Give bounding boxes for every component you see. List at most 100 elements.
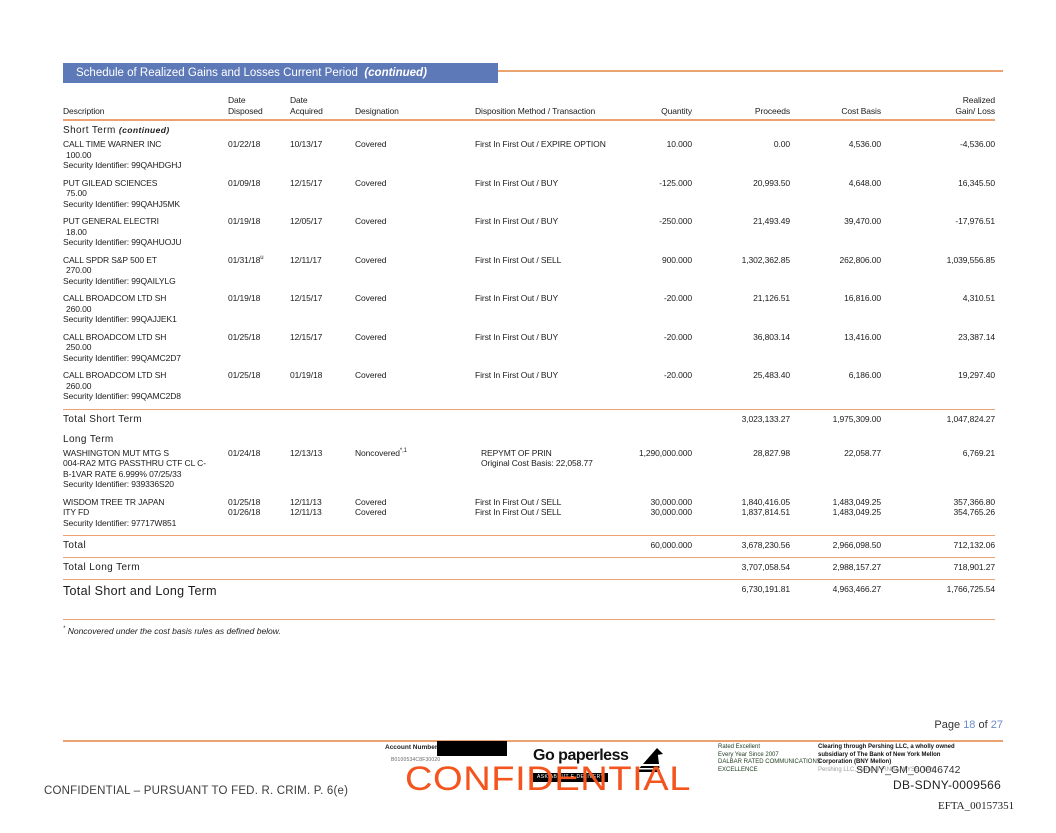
security-description: CALL BROADCOM LTD SH 260.00 Security Ide…	[63, 293, 228, 325]
security-description: WISDOM TREE TR JAPAN	[63, 496, 165, 507]
gain-loss: 1,039,556.85	[946, 254, 996, 265]
table-row: WISDOM TREE TR JAPAN 01/25/18 12/11/13 C…	[63, 497, 995, 529]
table-row: CALL BROADCOM LTD SH 250.00 Security Ide…	[63, 332, 995, 364]
long-term-section-label: Long Term	[63, 433, 114, 445]
disposition-method: First In First Out / BUY	[475, 331, 559, 342]
security-description: CALL BROADCOM LTD SH 260.00 Security Ide…	[63, 370, 228, 402]
cost-basis: 22,058.77	[844, 447, 881, 458]
bates-number-db-sdny: DB-SDNY-0009566	[893, 778, 1002, 792]
security-description: CALL TIME WARNER INC 100.00 Security Ide…	[63, 139, 228, 171]
gain-loss: 1,766,725.54	[946, 584, 996, 594]
cost-basis: 2,966,098.50	[832, 540, 882, 550]
dalbar-pyramid-icon	[633, 744, 665, 781]
gain-loss: 718,901.27	[953, 562, 995, 572]
date-disposed: 01/26/18	[228, 507, 261, 517]
cost-basis: 16,816.00	[844, 293, 881, 303]
footnote: * Noncovered under the cost basis rules …	[63, 619, 995, 636]
col-description: Description	[63, 105, 105, 116]
cost-basis: 6,186.00	[848, 370, 881, 380]
table-row: WASHINGTON MUT MTG S 004-RA2 MTG PASSTHR…	[63, 448, 995, 490]
disposition-method: First In First Out / BUY	[475, 370, 559, 380]
section-banner: Schedule of Realized Gains and Losses Cu…	[63, 63, 498, 83]
total-label: Total	[63, 540, 87, 551]
proceeds: 1,840,416.05	[741, 496, 791, 507]
banner-continued: (continued)	[364, 67, 427, 79]
go-paperless-logo: Go paperless ASK ABOUT E-DELIVERY	[533, 747, 629, 782]
quantity: -20.000	[663, 331, 692, 342]
quantity: -20.000	[663, 293, 692, 303]
security-description: PUT GILEAD SCIENCES 75.00 Security Ident…	[63, 178, 228, 210]
gain-loss: -4,536.00	[959, 139, 995, 149]
designation: Covered	[355, 254, 387, 265]
quantity: 900.000	[661, 254, 692, 265]
bates-number-sdny: SDNY_GM_00046742	[856, 764, 961, 776]
disposition-method: First In First Out / SELL	[475, 496, 562, 507]
gain-loss: 16,345.50	[958, 177, 995, 188]
proceeds: 20,993.50	[753, 177, 790, 188]
cost-basis: 262,806.00	[839, 254, 881, 265]
disposition-method: First In First Out / SELL	[475, 254, 562, 265]
quantity: -125.000	[659, 177, 692, 188]
security-identifier: Security Identifier: 99QAILYLG	[63, 275, 176, 286]
col-quantity: Quantity	[661, 105, 692, 116]
proceeds: 3,023,133.27	[741, 413, 791, 424]
gain-loss: 23,387.14	[958, 331, 995, 342]
designation: Covered	[355, 293, 387, 303]
proceeds: 28,827.98	[753, 447, 790, 458]
security-description: PUT GENERAL ELECTRI 18.00 Security Ident…	[63, 216, 228, 248]
cost-basis: 39,470.00	[844, 216, 881, 226]
cost-basis: 4,963,466.27	[832, 584, 882, 594]
col-cost-basis: Cost Basis	[841, 105, 881, 116]
footnote-marker: u	[260, 254, 264, 261]
date-acquired: 12/15/17	[290, 331, 323, 342]
date-disposed: 01/19/18	[228, 216, 261, 226]
disposition-method: First In First Out / SELL	[475, 507, 562, 517]
designation: Covered	[355, 139, 387, 149]
col-date-disposed: Date Disposed	[228, 95, 263, 116]
proceeds: 21,126.51	[753, 293, 790, 303]
date-disposed: 01/25/18	[228, 370, 261, 380]
quantity: 30,000.000	[650, 507, 692, 517]
bates-number-efta: EFTA_00157351	[938, 800, 1015, 812]
security-identifier: Security Identifier: 99QAMC2D8	[63, 391, 181, 401]
dalbar-rating-text: Rated Excellent Every Year Since 2007 DA…	[718, 744, 821, 773]
grand-jury-confidentiality-notice: CONFIDENTIAL – PURSUANT TO FED. R. CRIM.…	[44, 785, 349, 797]
col-proceeds: Proceeds	[754, 105, 790, 116]
proceeds: 6,730,191.81	[741, 584, 791, 594]
gains-losses-table: Description Date Disposed Date Acquired De…	[63, 95, 995, 636]
proceeds: 36,803.14	[753, 331, 790, 342]
security-description: WASHINGTON MUT MTG S 004-RA2 MTG PASSTHR…	[63, 448, 228, 490]
gain-loss: 357,366.80	[953, 496, 995, 507]
confidential-stamp: CONFIDENTIAL	[405, 760, 692, 798]
date-disposed: 01/09/18	[228, 177, 261, 188]
cost-basis: 1,483,049.25	[832, 507, 882, 517]
proceeds: 1,302,362.85	[741, 254, 791, 265]
date-acquired: 01/19/18	[290, 370, 323, 380]
designation: Covered	[355, 216, 387, 226]
table-row: CALL BROADCOM LTD SH 260.00 Security Ide…	[63, 370, 995, 402]
disposition-method: First In First Out / BUY	[475, 177, 559, 188]
date-disposed: 01/31/18u	[228, 254, 264, 265]
col-date-acquired: Date Acquired	[290, 95, 323, 116]
quantity: -250.000	[659, 216, 692, 226]
footnote-marker: *,1	[399, 447, 407, 454]
quantity: 10.000	[666, 139, 693, 149]
table-header-row: Description Date Disposed Date Acquired De…	[63, 95, 995, 121]
gain-loss: 6,769.21	[962, 447, 995, 458]
footer-rule	[63, 740, 1003, 742]
gain-loss: 712,132.06	[953, 540, 995, 550]
date-disposed: 01/22/18	[228, 139, 261, 149]
quantity: 1,290,000.000	[638, 447, 692, 458]
gain-loss: 19,297.40	[958, 370, 995, 380]
proceeds: 0.00	[773, 139, 790, 149]
total-long-term-row: Total Long Term 3,707,058.54 2,988,157.2…	[63, 557, 995, 578]
date-acquired: 12/15/17	[290, 177, 323, 188]
col-realized-gain-loss: Realized Gain/ Loss	[955, 95, 995, 116]
date-disposed: 01/24/18	[228, 447, 261, 458]
security-identifier: Security Identifier: 97717W851	[63, 517, 177, 528]
cost-basis: 13,416.00	[844, 331, 881, 342]
col-disposition: Disposition Method / Transaction	[475, 105, 596, 116]
total-label: Total Short Term	[63, 413, 143, 425]
banner-title: Schedule of Realized Gains and Losses Cu…	[76, 67, 358, 79]
